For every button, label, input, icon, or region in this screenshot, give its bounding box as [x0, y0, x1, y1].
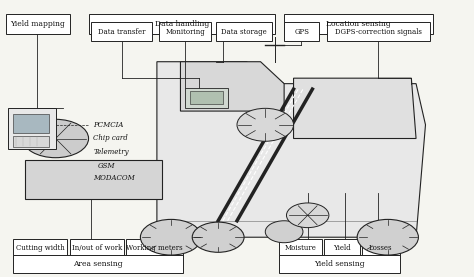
Text: GSM: GSM	[98, 162, 116, 170]
Polygon shape	[157, 62, 426, 237]
Bar	[6, 14, 70, 34]
Text: Location sensing: Location sensing	[326, 20, 391, 28]
Text: Data handling: Data handling	[155, 20, 209, 28]
Circle shape	[286, 203, 329, 228]
Bar	[362, 238, 400, 257]
Bar	[13, 136, 48, 147]
Circle shape	[23, 119, 89, 158]
Bar	[284, 14, 433, 34]
Text: DGPS-correction signals: DGPS-correction signals	[335, 27, 422, 35]
Bar	[159, 22, 211, 41]
Text: Losses: Losses	[369, 243, 392, 252]
Text: Cutting width: Cutting width	[16, 243, 64, 252]
Bar	[13, 238, 67, 257]
Text: Working meters: Working meters	[126, 243, 183, 252]
Circle shape	[265, 221, 303, 243]
Bar	[279, 238, 322, 257]
Circle shape	[192, 222, 244, 252]
Text: Moisture: Moisture	[285, 243, 317, 252]
Text: Yield sensing: Yield sensing	[314, 260, 365, 268]
Text: Chip card: Chip card	[93, 135, 128, 142]
Polygon shape	[25, 160, 162, 199]
Polygon shape	[181, 62, 284, 111]
Bar	[190, 91, 223, 104]
Bar	[89, 14, 275, 34]
Circle shape	[140, 219, 201, 255]
Bar	[91, 22, 152, 41]
Text: Yield mapping: Yield mapping	[10, 20, 65, 28]
Bar	[9, 108, 55, 150]
Bar	[216, 22, 273, 41]
Bar	[327, 22, 430, 41]
Polygon shape	[293, 78, 416, 138]
Text: Yield: Yield	[333, 243, 351, 252]
Bar	[70, 238, 124, 257]
Bar	[324, 238, 359, 257]
Circle shape	[237, 108, 293, 141]
Bar	[13, 255, 183, 273]
Text: GPS: GPS	[294, 27, 310, 35]
Circle shape	[357, 219, 419, 255]
Bar	[13, 114, 48, 133]
Text: In/out of work: In/out of work	[72, 243, 122, 252]
Bar	[185, 88, 228, 108]
Text: Area sensing: Area sensing	[73, 260, 123, 268]
Text: Data storage: Data storage	[221, 27, 267, 35]
Bar	[126, 238, 183, 257]
Text: Data transfer: Data transfer	[98, 27, 146, 35]
Bar	[279, 255, 400, 273]
Text: MODACOM: MODACOM	[93, 174, 135, 182]
Bar	[284, 22, 319, 41]
Text: Telemetry: Telemetry	[93, 148, 129, 156]
Text: Monitoring: Monitoring	[165, 27, 205, 35]
Text: PCMCIA: PCMCIA	[93, 121, 124, 129]
